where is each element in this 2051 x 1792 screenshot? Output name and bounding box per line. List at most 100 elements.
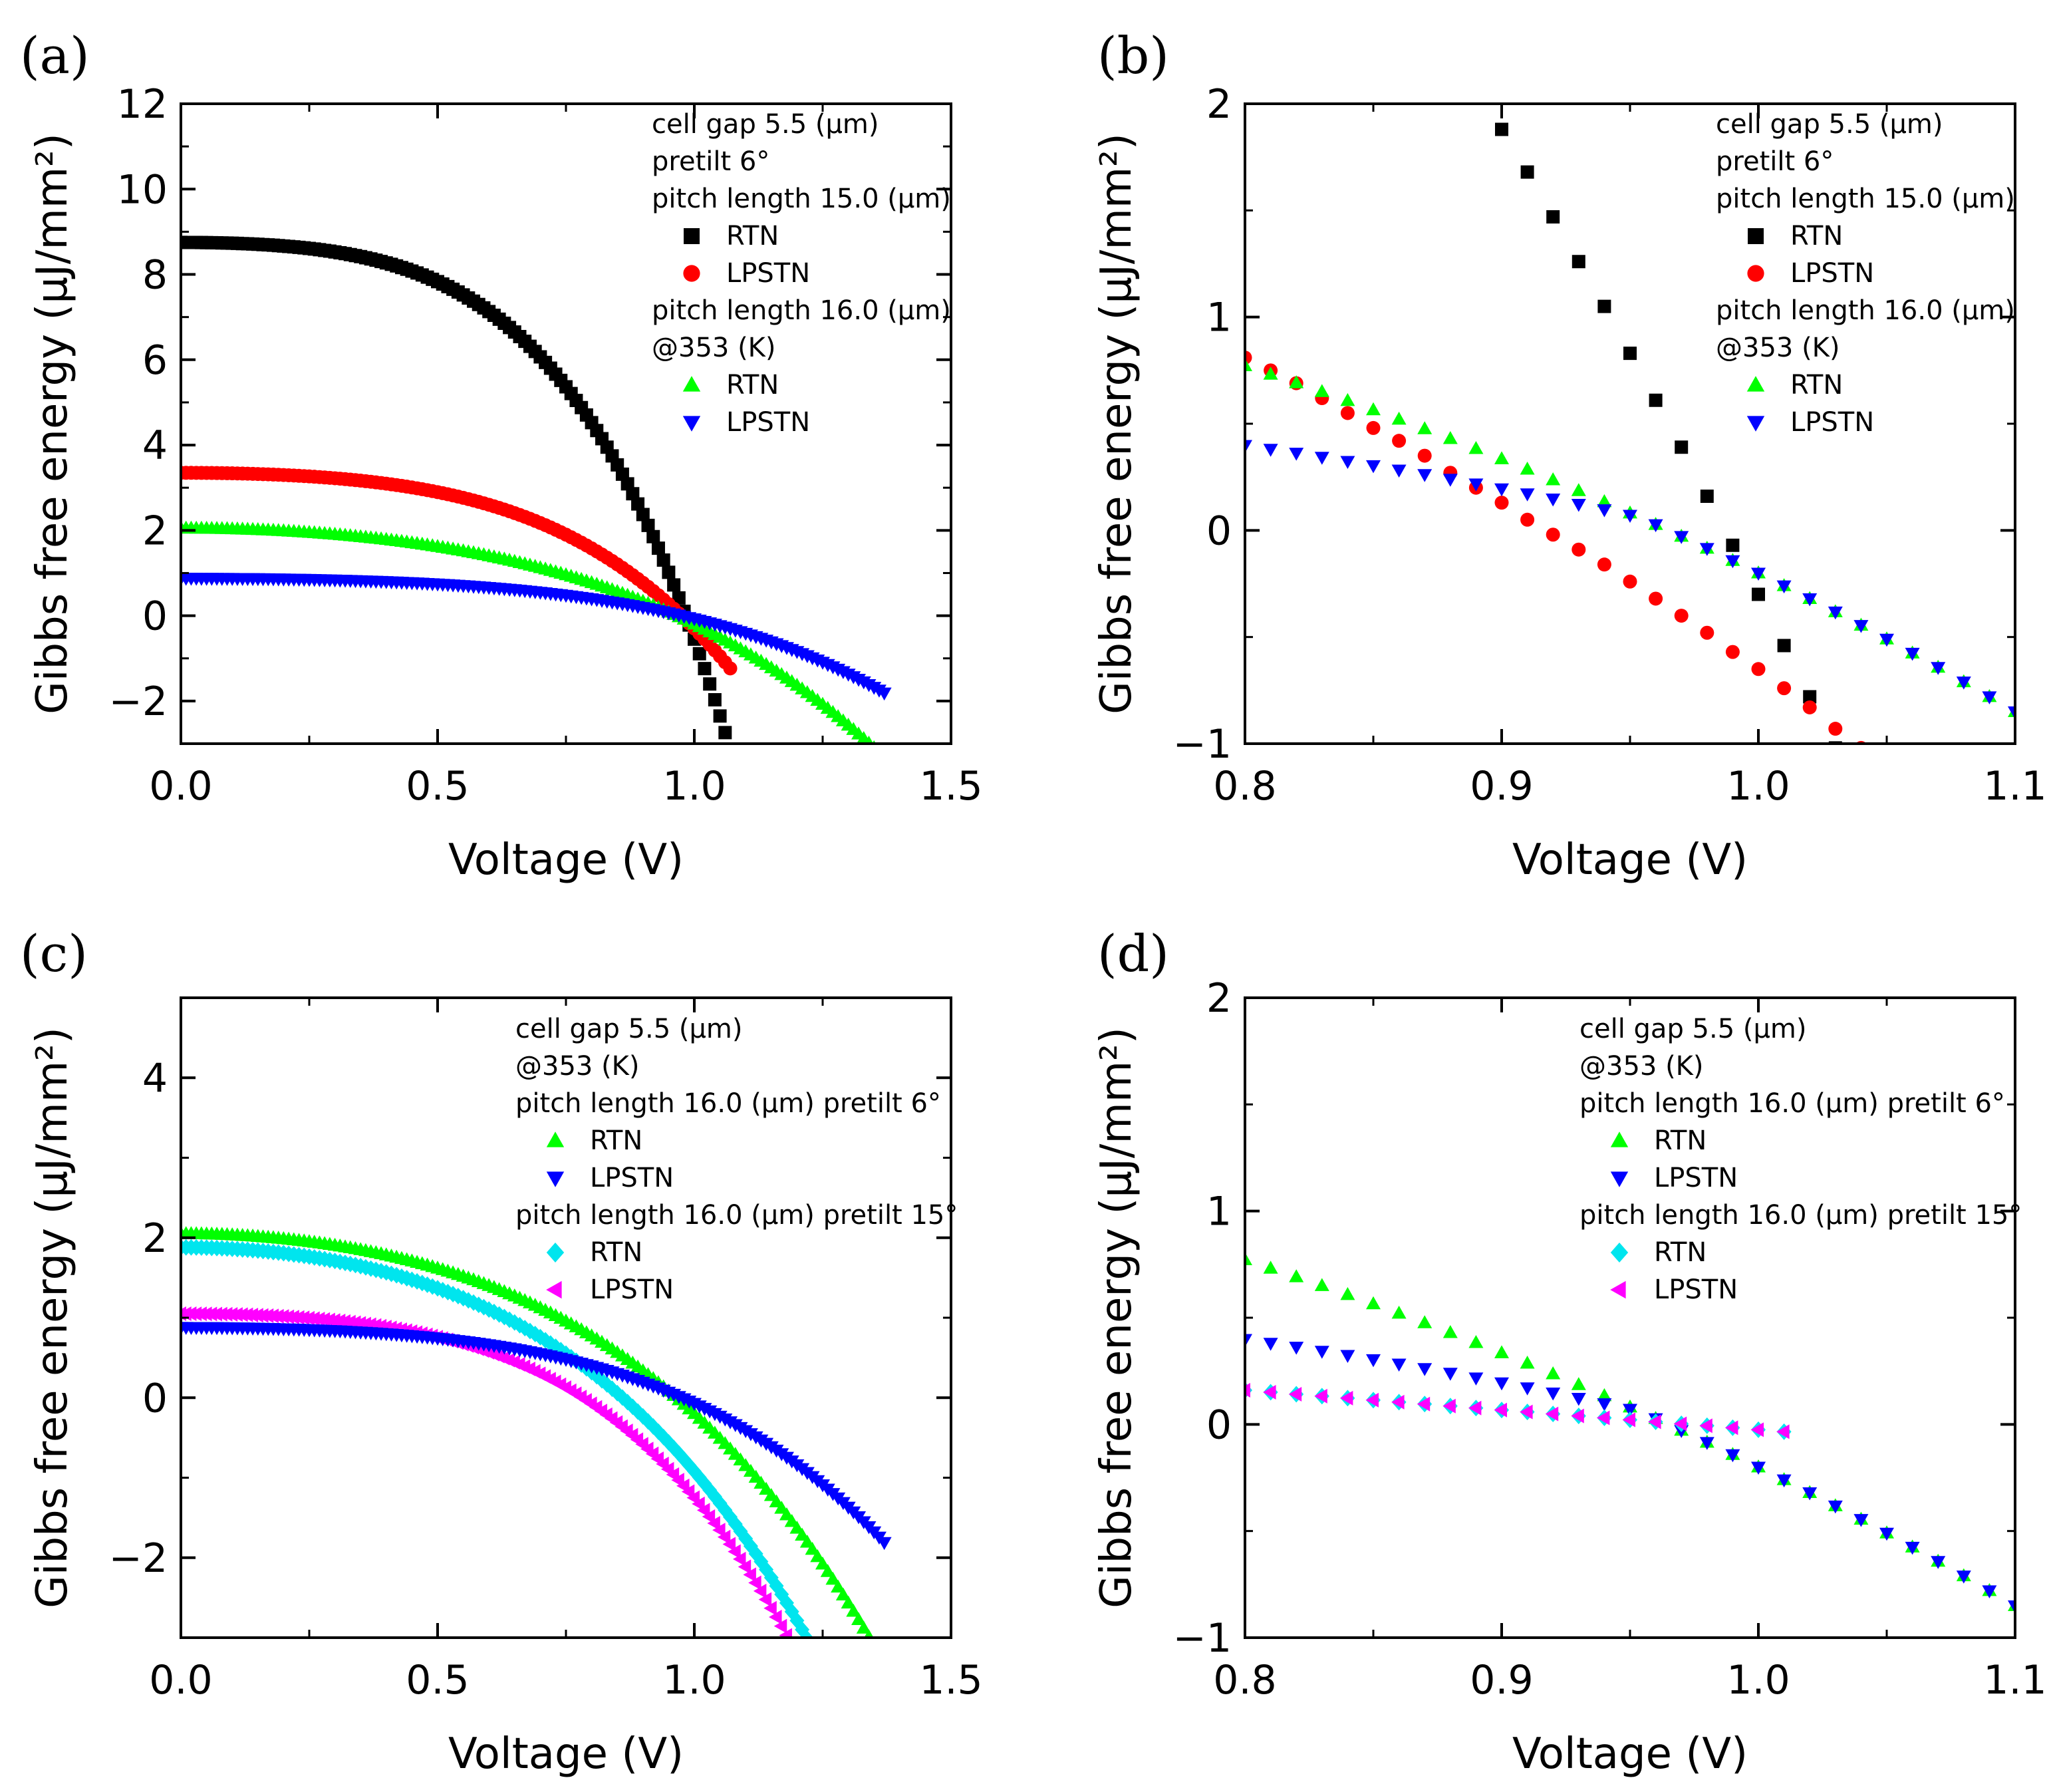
series-d_p6_lpstn_b (1648, 1413, 2015, 1614)
data-point (1263, 367, 1278, 380)
series-b_p15_rtn (1495, 122, 1842, 744)
data-point (1726, 538, 1740, 552)
legend-entry-label: LPSTN (1654, 1163, 1738, 1193)
data-point (1828, 606, 1843, 620)
data-point (2008, 1600, 2015, 1614)
data-point (1673, 1416, 1687, 1431)
data-point (1546, 1366, 1561, 1380)
data-point (1263, 1261, 1278, 1274)
chart-panel-2: (c) 0.0 0.5 1.0 1.5 −2 0 2 4 Voltage (V) Gibbs fre… (20, 924, 983, 1779)
data-point (703, 677, 717, 691)
legend-heading: cell gap 5.5 (μm) (515, 1014, 743, 1044)
x-axis-label: Voltage (V) (448, 1729, 684, 1779)
y-tick-label: 10 (117, 166, 168, 213)
data-point (835, 1587, 851, 1601)
data-point (1391, 1358, 1407, 1372)
y-tick-label: −2 (109, 678, 168, 725)
legend-entry-label: LPSTN (590, 1163, 674, 1193)
series-b_p16_lpstn (1245, 440, 1637, 523)
data-point (1777, 681, 1792, 696)
data-point (1289, 1342, 1304, 1355)
x-tick-label: 1.5 (919, 763, 982, 810)
data-point (1956, 1570, 1971, 1584)
data-point (1623, 1404, 1637, 1418)
data-point (1571, 483, 1586, 496)
data-point (1468, 1335, 1484, 1348)
data-point (1571, 1393, 1586, 1406)
data-point (738, 1559, 752, 1574)
data-point (656, 553, 670, 567)
legend-heading: pitch length 16.0 (μm) (1716, 295, 2015, 326)
data-point (1571, 499, 1586, 512)
legend-marker (1610, 1280, 1626, 1299)
legend-marker (1610, 1243, 1629, 1263)
data-point (708, 692, 722, 706)
data-point (1597, 504, 1612, 518)
data-point (1649, 591, 1663, 606)
data-point (717, 1529, 731, 1545)
data-point (1468, 1372, 1484, 1386)
legend-heading: @353 (K) (515, 1051, 640, 1082)
legend-heading: pitch length 16.0 (μm) pretilt 6° (515, 1088, 941, 1119)
data-point (856, 1620, 871, 1634)
data-point (1597, 1388, 1612, 1402)
y-tick-label: 2 (142, 1215, 168, 1262)
panel-label: (d) (1097, 924, 1169, 983)
data-point (1442, 430, 1458, 444)
data-point (1520, 165, 1534, 179)
data-point (805, 1541, 820, 1555)
x-tick-label: 1.1 (1983, 763, 2046, 810)
y-tick-label: 1 (1206, 1189, 1232, 1235)
data-point (667, 578, 681, 592)
data-point (1339, 1390, 1353, 1406)
legend-marker (684, 228, 700, 244)
legend-marker (682, 376, 701, 392)
legend-heading: pitch length 15.0 (μm) (652, 184, 951, 214)
x-tick-label: 0.9 (1470, 1657, 1533, 1704)
chart-panel-0: (a) 0.0 0.5 1.0 1.5 −2 0 2 4 6 8 10 12 Voltage (V) Gib… (20, 26, 983, 885)
y-tick-label: 0 (1206, 508, 1232, 554)
data-point (1546, 210, 1560, 224)
data-point (1623, 574, 1637, 589)
data-point (1751, 662, 1766, 676)
data-point (748, 1575, 761, 1590)
data-point (810, 1549, 825, 1563)
data-point (722, 1537, 736, 1552)
legend-heading: pitch length 16.0 (μm) pretilt 15° (1579, 1200, 2022, 1231)
data-point (1597, 1398, 1612, 1412)
data-point (1905, 647, 1920, 661)
y-tick-label: 2 (142, 508, 168, 554)
chart-panel-1: (b) 0.8 0.9 1.0 1.1 −1 0 1 2 Voltage (V) Gibbs fre… (1092, 26, 2047, 885)
data-point (1391, 411, 1407, 425)
legend-heading: cell gap 5.5 (μm) (652, 109, 879, 140)
data-point (1245, 1252, 1252, 1266)
series-b_p15_lpstn (1245, 351, 1867, 744)
data-point (864, 1629, 874, 1638)
data-point (1750, 1422, 1764, 1437)
data-point (1263, 1384, 1276, 1400)
legend: cell gap 5.5 (μm) @353 (K) pitch length 16… (515, 1014, 958, 1305)
legend-entry-label: LPSTN (1790, 407, 1874, 438)
data-point (1853, 620, 1869, 633)
x-tick-label: 0.9 (1470, 763, 1533, 810)
data-point (1828, 1500, 1843, 1514)
data-point (1802, 593, 1818, 607)
data-point (1725, 1449, 1740, 1463)
legend-entry-label: RTN (1790, 221, 1843, 251)
data-point (1879, 1527, 1894, 1541)
data-point (1520, 1382, 1535, 1396)
x-tick-label: 1.0 (1726, 1657, 1790, 1704)
data-point (1366, 402, 1381, 416)
data-point (1675, 440, 1689, 454)
x-tick-label: 0.0 (149, 1657, 212, 1704)
data-point (1494, 496, 1509, 510)
data-point (1314, 452, 1329, 465)
data-point (1699, 1418, 1712, 1433)
data-point (769, 1610, 782, 1625)
data-point (743, 1567, 756, 1582)
data-point (1289, 375, 1304, 388)
legend-marker (546, 1280, 562, 1299)
data-point (1245, 1334, 1252, 1347)
y-tick-label: 12 (117, 81, 168, 128)
